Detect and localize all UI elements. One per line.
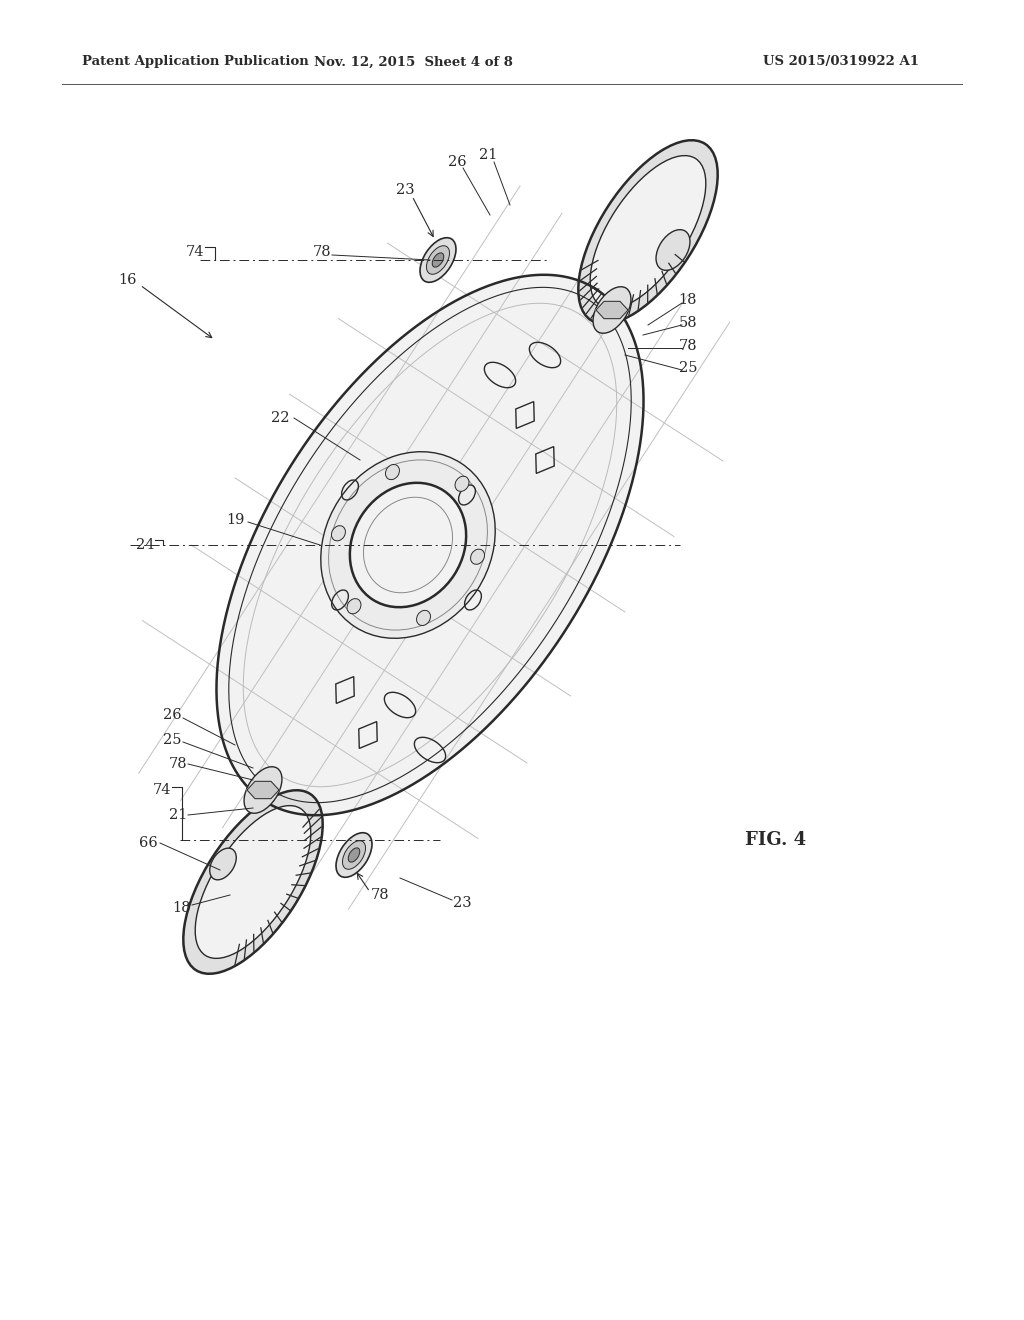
Ellipse shape [244,767,282,813]
Text: 18: 18 [679,293,697,308]
Text: 21: 21 [169,808,187,822]
Text: 78: 78 [169,756,187,771]
Ellipse shape [579,140,718,323]
Text: 58: 58 [679,315,697,330]
Ellipse shape [342,841,366,870]
Ellipse shape [347,599,361,614]
Ellipse shape [332,525,345,541]
Text: Patent Application Publication: Patent Application Publication [82,55,309,69]
Text: 25: 25 [679,360,697,375]
Text: 74: 74 [153,783,171,797]
Text: 66: 66 [138,836,158,850]
Polygon shape [596,301,628,318]
Text: 21: 21 [479,148,498,162]
Ellipse shape [350,483,466,607]
Text: 24: 24 [136,539,155,552]
Text: 19: 19 [226,513,244,527]
Ellipse shape [432,253,443,267]
Text: 23: 23 [395,183,415,197]
Text: US 2015/0319922 A1: US 2015/0319922 A1 [763,55,919,69]
Ellipse shape [455,477,469,491]
Text: 78: 78 [371,888,389,902]
Text: 74: 74 [185,246,204,259]
Ellipse shape [593,286,631,333]
Text: 18: 18 [173,902,191,915]
Ellipse shape [196,805,311,958]
Text: 25: 25 [163,733,181,747]
Ellipse shape [590,156,706,309]
Text: 26: 26 [163,708,181,722]
Ellipse shape [210,849,237,880]
Text: 23: 23 [453,896,471,909]
Polygon shape [216,275,643,816]
Ellipse shape [417,610,430,626]
Text: Nov. 12, 2015  Sheet 4 of 8: Nov. 12, 2015 Sheet 4 of 8 [313,55,512,69]
Polygon shape [247,781,279,799]
Ellipse shape [420,238,456,282]
Ellipse shape [321,451,496,639]
Text: FIG. 4: FIG. 4 [745,832,806,849]
Text: 78: 78 [679,339,697,352]
Text: 16: 16 [119,273,137,286]
Text: 26: 26 [447,154,466,169]
Ellipse shape [348,847,359,862]
Ellipse shape [656,230,690,271]
Ellipse shape [385,465,399,479]
Ellipse shape [426,246,450,275]
Ellipse shape [183,791,323,974]
Ellipse shape [471,549,484,565]
Text: 78: 78 [312,246,332,259]
Ellipse shape [336,833,372,878]
Text: 22: 22 [270,411,289,425]
